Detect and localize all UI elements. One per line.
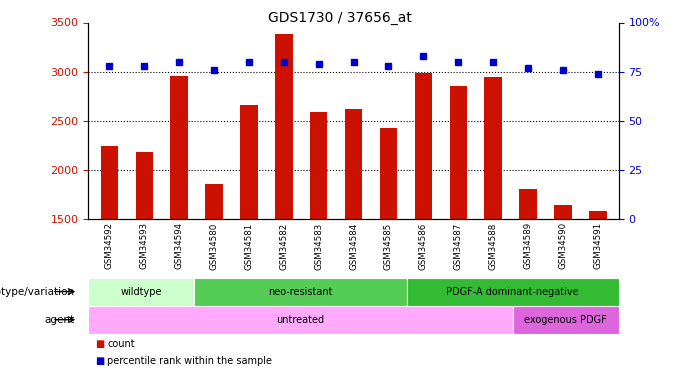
Bar: [415, 73, 432, 219]
Bar: [240, 105, 258, 219]
Text: GSM34589: GSM34589: [524, 222, 532, 269]
Text: PDGF-A dominant-negative: PDGF-A dominant-negative: [446, 286, 579, 297]
Text: GSM34594: GSM34594: [175, 222, 184, 269]
Bar: [554, 205, 572, 219]
Text: count: count: [107, 339, 135, 349]
Bar: [345, 109, 362, 219]
Bar: [407, 278, 619, 306]
Bar: [379, 128, 397, 219]
Bar: [513, 306, 619, 334]
Bar: [194, 278, 407, 306]
Text: GSM34591: GSM34591: [594, 222, 602, 269]
Text: untreated: untreated: [277, 315, 324, 325]
Text: GSM34580: GSM34580: [209, 222, 218, 270]
Text: GSM34583: GSM34583: [314, 222, 323, 270]
Text: exogenous PDGF: exogenous PDGF: [524, 315, 607, 325]
Bar: [88, 306, 513, 334]
Text: percentile rank within the sample: percentile rank within the sample: [107, 356, 273, 366]
Text: agent: agent: [45, 315, 75, 325]
Text: GSM34587: GSM34587: [454, 222, 463, 270]
Text: genotype/variation: genotype/variation: [0, 286, 75, 297]
Text: GSM34585: GSM34585: [384, 222, 393, 270]
Bar: [101, 146, 118, 219]
Bar: [449, 86, 467, 219]
Bar: [310, 112, 328, 219]
Bar: [205, 184, 223, 219]
Text: GSM34584: GSM34584: [349, 222, 358, 270]
Text: GDS1730 / 37656_at: GDS1730 / 37656_at: [268, 11, 412, 25]
Text: ■: ■: [95, 339, 105, 349]
Text: neo-resistant: neo-resistant: [269, 286, 333, 297]
Text: GSM34586: GSM34586: [419, 222, 428, 270]
Text: GSM34581: GSM34581: [244, 222, 254, 270]
Text: GSM34590: GSM34590: [558, 222, 568, 269]
Text: GSM34582: GSM34582: [279, 222, 288, 270]
Bar: [484, 76, 502, 219]
Text: GSM34588: GSM34588: [489, 222, 498, 270]
Bar: [589, 210, 607, 219]
Text: wildtype: wildtype: [120, 286, 163, 297]
Text: GSM34593: GSM34593: [139, 222, 149, 269]
Text: ■: ■: [95, 356, 105, 366]
Bar: [135, 152, 153, 219]
Bar: [171, 76, 188, 219]
Bar: [88, 278, 194, 306]
Bar: [520, 189, 537, 219]
Text: GSM34592: GSM34592: [105, 222, 114, 269]
Bar: [275, 34, 292, 219]
